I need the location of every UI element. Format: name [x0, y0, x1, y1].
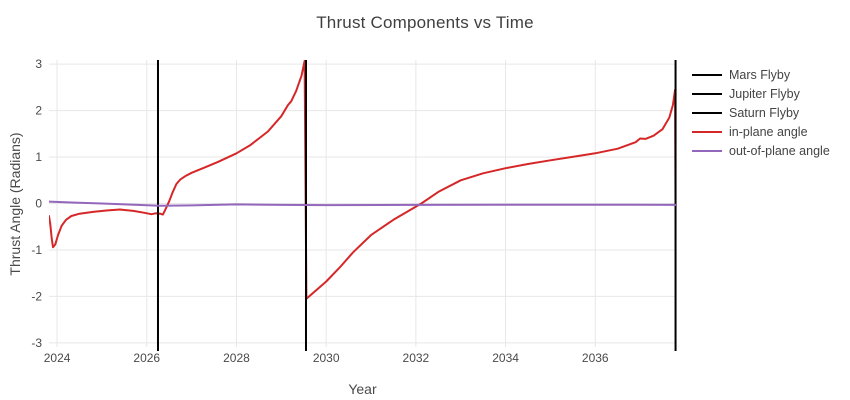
svg-text:2024: 2024 [44, 351, 71, 365]
svg-text:2032: 2032 [403, 351, 430, 365]
legend-line-swatch [692, 73, 722, 76]
gridlines [49, 60, 676, 347]
legend-line-swatch [692, 92, 722, 95]
legend-line-swatch [692, 149, 722, 152]
legend-line-swatch [692, 130, 722, 133]
legend-label: Jupiter Flyby [729, 86, 800, 101]
legend-label: in-plane angle [729, 124, 808, 139]
legend-item-mars-flyby[interactable]: Mars Flyby [692, 65, 830, 84]
svg-text:-3: -3 [31, 336, 42, 350]
x-tick-labels: 2024 2026 2028 2030 2032 2034 2036 [44, 351, 609, 365]
svg-text:2034: 2034 [492, 351, 519, 365]
y-axis-title: Thrust Angle (Radians) [7, 132, 23, 276]
legend-item-out-of-plane-angle[interactable]: out-of-plane angle [692, 141, 830, 160]
legend-label: Mars Flyby [729, 67, 791, 82]
y-tick-labels: -3 -2 -1 0 1 2 3 [31, 57, 42, 350]
series-in-plane-angle [49, 60, 676, 347]
legend-label: out-of-plane angle [729, 143, 830, 158]
legend-item-saturn-flyby[interactable]: Saturn Flyby [692, 103, 830, 122]
svg-text:2028: 2028 [223, 351, 250, 365]
series-out-of-plane-angle [49, 200, 676, 207]
legend-item-jupiter-flyby[interactable]: Jupiter Flyby [692, 84, 830, 103]
svg-text:1: 1 [35, 150, 42, 164]
x-axis-title: Year [348, 381, 377, 397]
legend: Mars Flyby Jupiter Flyby Saturn Flyby in-pl… [692, 65, 830, 160]
svg-text:-2: -2 [31, 289, 42, 303]
svg-text:3: 3 [35, 57, 42, 71]
svg-text:2036: 2036 [582, 351, 609, 365]
legend-line-swatch [692, 111, 722, 114]
svg-text:2: 2 [35, 104, 42, 118]
chart-title: Thrust Components vs Time [316, 13, 534, 32]
svg-text:0: 0 [35, 197, 42, 211]
legend-item-in-plane-angle[interactable]: in-plane angle [692, 122, 830, 141]
svg-text:2026: 2026 [133, 351, 160, 365]
svg-text:-1: -1 [31, 243, 42, 257]
svg-text:2030: 2030 [313, 351, 340, 365]
legend-label: Saturn Flyby [729, 105, 800, 120]
